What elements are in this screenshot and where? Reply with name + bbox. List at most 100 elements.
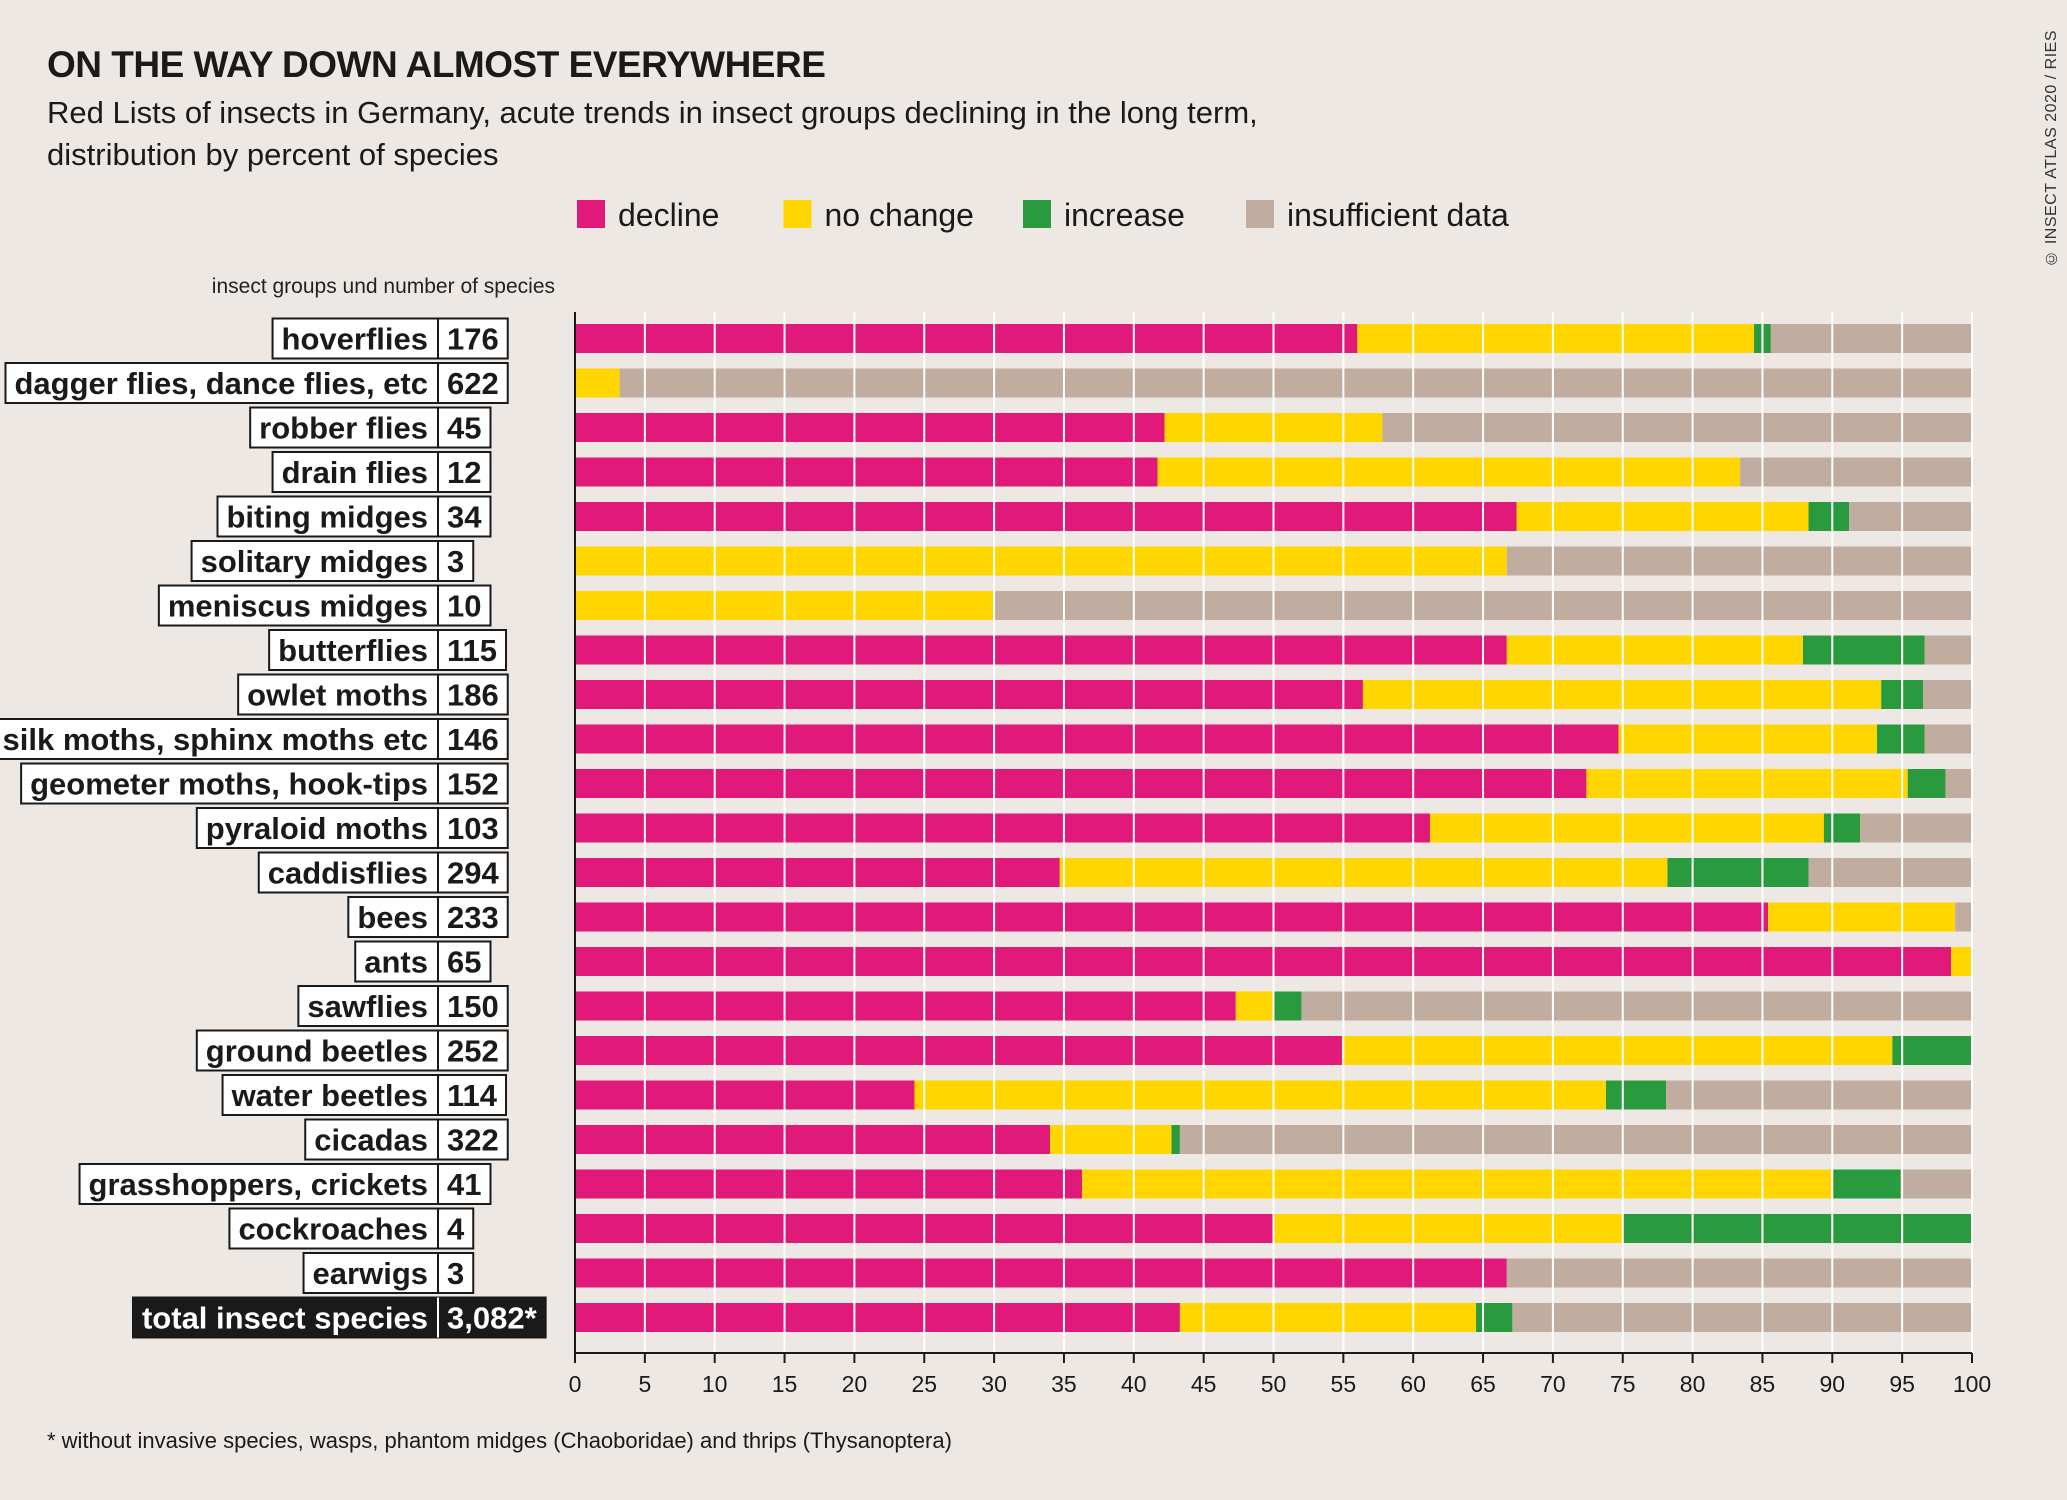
category-name: grasshoppers, crickets [89, 1167, 428, 1202]
x-tick-label: 100 [1953, 1371, 1991, 1397]
category-name: geometer moths, hook-tips [30, 767, 428, 802]
species-count: 45 [447, 411, 481, 446]
category-label-silk-moths-sphinx-moths-etc: silk moths, sphinx moths etc 146 [0, 718, 509, 760]
bar-no-change [1951, 947, 1972, 976]
bar-row-cicadas [575, 1125, 1972, 1154]
bar-no-change [575, 368, 620, 398]
legend-label-no-change: no change [825, 197, 974, 233]
legend-label-increase: increase [1064, 197, 1185, 233]
bars [575, 324, 1972, 1332]
species-count: 252 [447, 1034, 499, 1069]
legend-item-increase: increase [1023, 197, 1185, 233]
bar-row-ants [575, 947, 1972, 976]
x-tick-label: 20 [842, 1371, 868, 1397]
species-count: 186 [447, 678, 499, 713]
bar-insufficient-data [1924, 724, 1972, 754]
bar-insufficient-data [1860, 813, 1972, 843]
chart-title: ON THE WAY DOWN ALMOST EVERYWHERE [47, 44, 826, 85]
bar-insufficient-data [1808, 858, 1972, 887]
bar-no-change [1179, 1303, 1477, 1332]
bar-insufficient-data [1506, 546, 1972, 576]
category-label-bees: bees 233 [347, 896, 509, 938]
bar-insufficient-data [1900, 1169, 1972, 1199]
bar-insufficient-data [1512, 1303, 1972, 1332]
label-box [195, 807, 509, 849]
species-count: 3,082* [447, 1301, 538, 1336]
x-tick-label: 15 [772, 1371, 798, 1397]
label-box [78, 1163, 492, 1205]
bar-row-solitary-midges [575, 546, 1972, 576]
label-box [302, 1252, 475, 1294]
species-count: 4 [447, 1212, 465, 1247]
category-labels: hoverflies 176 dagger flies, dance flies, … [0, 317, 547, 1339]
bar-insufficient-data [1923, 680, 1972, 709]
bar-decline [575, 1303, 1180, 1332]
bar-decline [575, 813, 1430, 843]
label-box [347, 896, 509, 938]
legend-swatch-no-change [783, 200, 812, 228]
label-box [157, 584, 492, 627]
x-tick-label: 45 [1191, 1371, 1217, 1397]
bar-insufficient-data [1666, 1080, 1972, 1110]
bar-decline [575, 1169, 1083, 1199]
bar-no-change [1082, 1169, 1833, 1199]
x-tick-label: 70 [1540, 1371, 1566, 1397]
label-box [216, 495, 492, 538]
category-name: cockroaches [238, 1212, 428, 1247]
x-tick-label: 75 [1610, 1371, 1636, 1397]
species-count: 114 [447, 1078, 498, 1113]
category-name: sawflies [307, 989, 428, 1024]
bar-insufficient-data [1770, 324, 1972, 353]
category-name: earwigs [313, 1256, 428, 1291]
bar-increase [1667, 858, 1809, 887]
category-name: ants [364, 945, 428, 980]
species-count: 152 [447, 767, 499, 802]
x-tick-label: 65 [1470, 1371, 1496, 1397]
bar-row-geometer-moths-hook-tips [575, 769, 1972, 798]
bar-increase [1171, 1125, 1180, 1154]
x-tick-label: 80 [1680, 1371, 1706, 1397]
category-name: biting midges [227, 500, 429, 535]
legend-label-decline: decline [618, 197, 719, 233]
bar-decline [575, 1036, 1342, 1065]
category-label-solitary-midges: solitary midges 3 [190, 540, 475, 582]
x-tick-label: 25 [911, 1371, 937, 1397]
label-box [354, 940, 492, 983]
x-tick-label: 95 [1889, 1371, 1915, 1397]
x-tick-label: 50 [1261, 1371, 1287, 1397]
bar-row-bees [575, 902, 1972, 932]
bar-no-change [575, 546, 1507, 576]
bar-insufficient-data [1955, 902, 1972, 932]
species-count: 294 [447, 856, 499, 891]
category-name: cicadas [314, 1123, 428, 1158]
legend-label-insufficient-data: insufficient data [1287, 197, 1509, 233]
legend-item-decline: decline [577, 197, 719, 233]
category-name: silk moths, sphinx moths etc [3, 722, 428, 757]
bar-decline [575, 1258, 1507, 1288]
bar-no-change [1357, 324, 1755, 353]
bar-no-change [1429, 813, 1824, 843]
bar-row-water-beetles [575, 1080, 1972, 1110]
bar-no-change [1768, 902, 1956, 932]
x-tick-label: 55 [1331, 1371, 1357, 1397]
bar-increase [1605, 1080, 1667, 1110]
species-count: 103 [447, 811, 499, 846]
category-name: solitary midges [201, 544, 428, 579]
category-label-caddisflies: caddisflies 294 [257, 851, 509, 894]
species-count: 176 [447, 322, 499, 357]
species-count: 65 [447, 945, 481, 980]
bar-insufficient-data [1179, 1125, 1972, 1154]
bar-no-change [1618, 724, 1878, 754]
y-axis-label: insect groups und number of species [212, 275, 555, 298]
legend-item-insufficient-data: insufficient data [1246, 197, 1509, 233]
species-count: 12 [447, 455, 481, 490]
bar-insufficient-data [1506, 1258, 1972, 1288]
bar-insufficient-data [1740, 457, 1972, 487]
bar-row-silk-moths-sphinx-moths-etc [575, 724, 1972, 754]
species-count: 115 [447, 633, 497, 668]
category-name: dagger flies, dance flies, etc [15, 366, 429, 401]
bar-no-change [1506, 635, 1803, 665]
species-count: 146 [447, 722, 499, 757]
legend-swatch-decline [577, 200, 605, 228]
